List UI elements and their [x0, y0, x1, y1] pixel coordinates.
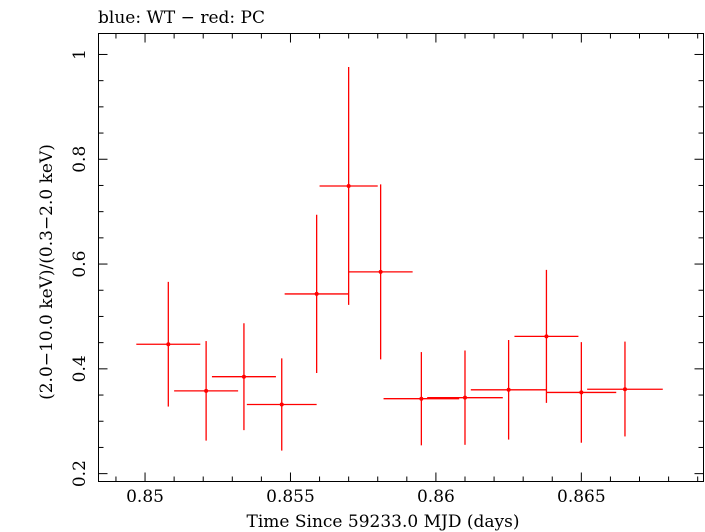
y-tick-label: 1: [70, 49, 90, 60]
x-tick-label: 0.865: [557, 487, 606, 507]
data-point: [378, 269, 383, 274]
data-point-group: [383, 352, 460, 446]
data-point-group: [284, 214, 349, 374]
y-tick-label: 0.6: [70, 251, 90, 278]
data-point-group: [174, 341, 239, 441]
data-point: [346, 183, 351, 188]
data-series: [136, 67, 663, 451]
y-axis: 0.2 0.4 0.6 0.8 1: [70, 49, 704, 487]
data-point-group: [319, 67, 378, 305]
x-axis: 0.85 0.855 0.86 0.865: [115, 33, 699, 507]
data-point-group: [514, 269, 579, 403]
data-point: [241, 374, 246, 379]
y-tick-label: 0.2: [70, 460, 90, 487]
data-point-group: [587, 341, 663, 437]
data-point: [204, 388, 209, 393]
data-point: [622, 387, 627, 392]
data-point: [579, 390, 584, 395]
x-tick-label: 0.85: [126, 487, 164, 507]
data-point: [462, 395, 467, 400]
y-tick-label: 0.4: [70, 355, 90, 382]
x-tick-label: 0.86: [417, 487, 455, 507]
y-axis-label: (2.0−10.0 keV)/(0.3−2.0 keV): [37, 144, 57, 400]
data-point: [314, 291, 319, 296]
data-point-group: [427, 350, 503, 445]
data-point: [419, 396, 424, 401]
y-tick-label: 0.8: [70, 146, 90, 173]
x-tick-label: 0.855: [266, 487, 315, 507]
data-point-group: [136, 281, 201, 407]
x-axis-label: Time Since 59233.0 MJD (days): [247, 512, 520, 532]
data-point: [506, 387, 511, 392]
chart-title: blue: WT − red: PC: [98, 8, 265, 28]
data-point: [279, 402, 284, 407]
data-point: [544, 334, 549, 339]
data-point-group: [246, 358, 317, 451]
data-point-group: [211, 323, 276, 431]
data-point-group: [546, 342, 617, 443]
data-point-group: [470, 340, 547, 440]
plot-frame: [98, 33, 704, 482]
data-point-group: [348, 184, 413, 360]
data-point: [166, 342, 171, 347]
